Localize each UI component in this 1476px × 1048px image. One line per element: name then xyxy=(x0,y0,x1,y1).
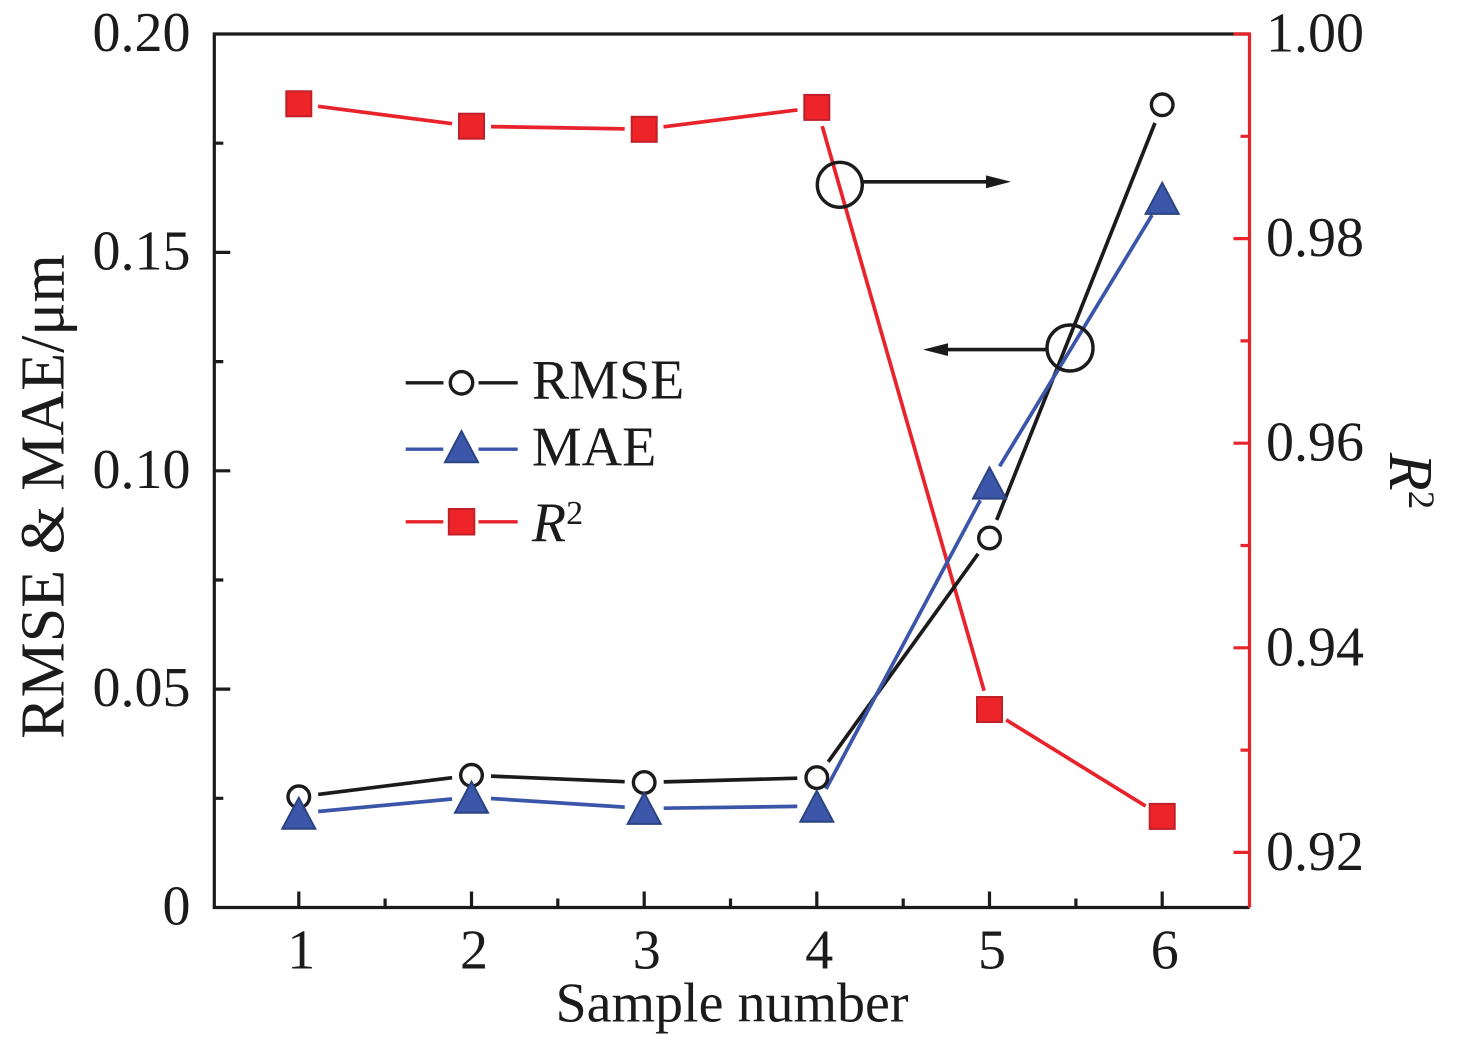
svg-text:RMSE: RMSE xyxy=(532,349,685,411)
svg-text:3: 3 xyxy=(633,920,661,982)
svg-text:R2: R2 xyxy=(531,492,583,554)
svg-text:5: 5 xyxy=(978,920,1006,982)
svg-text:0.96: 0.96 xyxy=(1266,412,1364,474)
svg-text:0.20: 0.20 xyxy=(93,2,191,64)
svg-text:2: 2 xyxy=(460,920,488,982)
svg-text:1.00: 1.00 xyxy=(1266,3,1364,65)
svg-text:RMSE & MAE/μm: RMSE & MAE/μm xyxy=(10,254,78,739)
svg-text:0.98: 0.98 xyxy=(1266,207,1364,269)
svg-text:Sample number: Sample number xyxy=(555,973,908,1035)
svg-text:0.10: 0.10 xyxy=(93,439,191,501)
svg-text:1: 1 xyxy=(287,920,315,982)
svg-text:0.94: 0.94 xyxy=(1266,616,1364,678)
svg-text:MAE: MAE xyxy=(532,417,656,479)
svg-text:0: 0 xyxy=(163,876,191,938)
svg-text:6: 6 xyxy=(1151,920,1179,982)
svg-text:0.92: 0.92 xyxy=(1266,821,1364,883)
svg-text:0.05: 0.05 xyxy=(93,657,191,719)
svg-text:4: 4 xyxy=(805,920,833,982)
svg-text:0.15: 0.15 xyxy=(93,220,191,282)
svg-text:R2: R2 xyxy=(1376,452,1444,509)
